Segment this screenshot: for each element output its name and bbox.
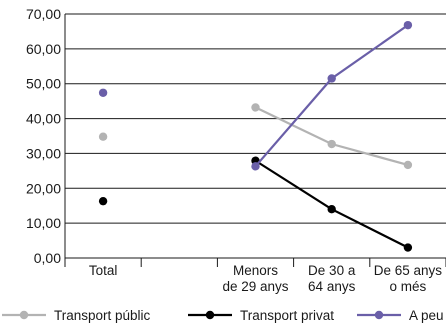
data-point: [327, 139, 336, 149]
data-point: [327, 74, 336, 83]
series-group: [98, 103, 413, 170]
legend-marker: [205, 310, 215, 320]
legend-item: A peu: [357, 308, 444, 323]
y-tick-label: 50,00: [26, 76, 61, 92]
series-line: [255, 106, 409, 166]
legend-label: Transport públic: [54, 308, 151, 323]
data-point: [327, 205, 336, 214]
data-point: [251, 162, 260, 171]
x-tick-label: De 65 anys o més: [374, 263, 443, 294]
gridlines: [65, 13, 446, 259]
data-point: [98, 132, 108, 141]
x-tick-label: De 30 a 64 anys: [308, 263, 356, 294]
y-tick-label: 10,00: [26, 215, 61, 231]
y-tick-label: 60,00: [26, 41, 61, 57]
data-point: [403, 160, 413, 170]
legend: Transport públic Transport privat A peu: [2, 308, 444, 323]
data-point: [251, 103, 260, 112]
series-group: [98, 156, 413, 252]
series-line: [254, 159, 409, 249]
data-point: [98, 196, 108, 206]
legend-marker: [374, 310, 384, 320]
y-tick-label: 40,00: [26, 111, 61, 127]
x-tick-label: Total: [89, 263, 118, 278]
legend-label: Transport privat: [240, 308, 334, 323]
data-point: [403, 243, 413, 252]
series-lines: [98, 20, 413, 252]
series-group: [98, 20, 413, 171]
legend-marker: [19, 310, 29, 320]
x-tick-label: Menors de 29 anys: [222, 263, 288, 294]
y-tick-label: 70,00: [26, 6, 61, 22]
legend-label: A peu: [409, 308, 444, 323]
y-tick-label: 30,00: [26, 145, 61, 161]
y-tick-label: 0,00: [34, 250, 61, 266]
legend-item: Transport privat: [188, 308, 334, 323]
axes: 0,00 10,00 20,00 30,00 40,00 50,00 60,00 70,00 T…: [26, 6, 446, 294]
y-tick-label: 20,00: [26, 180, 61, 196]
data-point: [98, 88, 108, 97]
legend-item: Transport públic: [2, 308, 151, 323]
data-point: [403, 20, 413, 30]
